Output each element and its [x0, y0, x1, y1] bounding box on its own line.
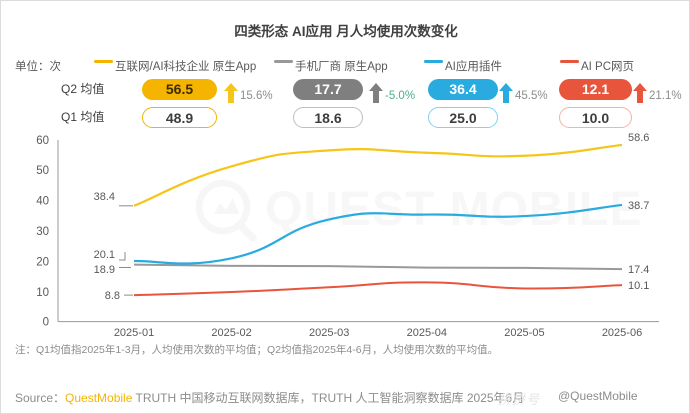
svg-text:40: 40: [36, 196, 49, 208]
svg-text:38.7: 38.7: [628, 200, 649, 212]
svg-text:10: 10: [36, 287, 49, 299]
svg-text:60: 60: [36, 135, 49, 147]
svg-text:17.4: 17.4: [628, 264, 649, 276]
svg-text:10.1: 10.1: [628, 280, 649, 292]
svg-text:30: 30: [36, 226, 49, 238]
svg-text:18.9: 18.9: [94, 264, 115, 276]
svg-text:20: 20: [36, 257, 49, 269]
svg-text:58.6: 58.6: [628, 132, 649, 144]
svg-text:8.8: 8.8: [105, 290, 120, 302]
svg-text:2025-02: 2025-02: [211, 327, 251, 339]
svg-text:38.4: 38.4: [94, 191, 115, 203]
svg-text:2025-03: 2025-03: [309, 327, 349, 339]
svg-text:2025-01: 2025-01: [114, 327, 154, 339]
svg-text:50: 50: [36, 165, 49, 177]
svg-text:2025-05: 2025-05: [504, 327, 544, 339]
svg-text:20.1: 20.1: [94, 249, 115, 261]
svg-text:2025-06: 2025-06: [602, 327, 642, 339]
svg-text:2025-04: 2025-04: [407, 327, 447, 339]
svg-text:0: 0: [43, 317, 49, 329]
